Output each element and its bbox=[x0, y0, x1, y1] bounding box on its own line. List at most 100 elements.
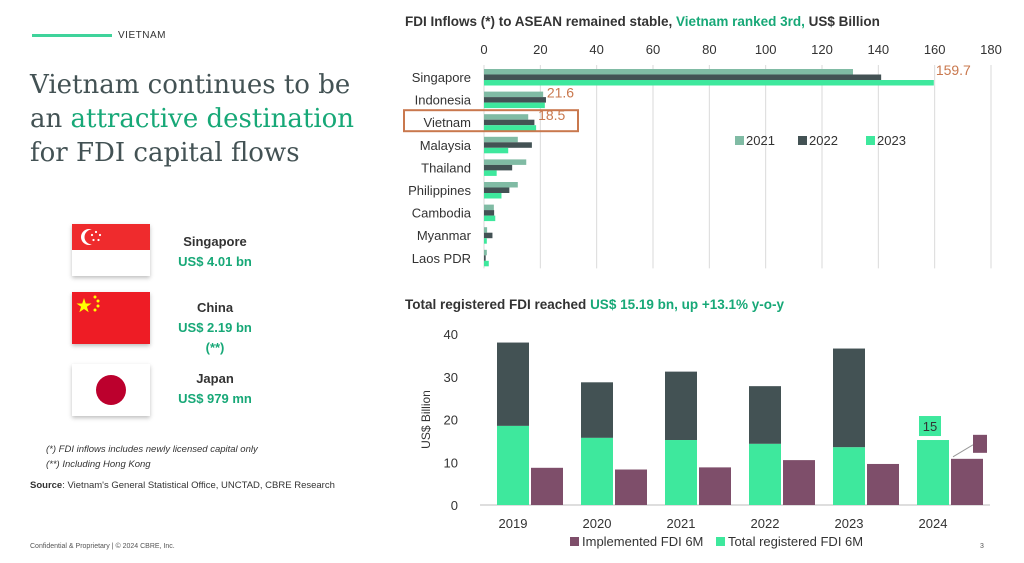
footnote-1: (*) FDI inflows includes newly licensed … bbox=[46, 444, 258, 455]
bar-implemented bbox=[615, 469, 647, 505]
legend-swatch bbox=[735, 136, 744, 145]
bar-total-remainder bbox=[665, 371, 697, 441]
bar-total-registered bbox=[581, 437, 613, 505]
bar-2023 bbox=[484, 260, 489, 267]
source-note: Source: Vietnam's General Statistical Of… bbox=[30, 480, 335, 491]
bar-2022 bbox=[484, 164, 513, 171]
data-label-box bbox=[919, 416, 941, 437]
vietnam-highlight-box bbox=[403, 109, 579, 133]
bar-implemented bbox=[951, 458, 983, 505]
legend-swatch bbox=[798, 136, 807, 145]
bar-2021 bbox=[484, 91, 544, 98]
bar-2022 bbox=[484, 97, 546, 103]
page-headline: Vietnam continues to be an attractive de… bbox=[30, 68, 370, 170]
legend-swatch bbox=[570, 537, 579, 546]
y-tick-label: Thailand bbox=[421, 160, 471, 175]
y-tick-label: Vietnam bbox=[424, 115, 471, 130]
y-tick-label: 10 bbox=[444, 455, 458, 470]
legend-swatch bbox=[716, 537, 725, 546]
bar-2022 bbox=[484, 119, 535, 126]
x-tick-label: 2020 bbox=[583, 516, 612, 531]
bar-2023 bbox=[484, 80, 934, 86]
data-label: 21.6 bbox=[547, 85, 574, 101]
data-label: 159.7 bbox=[936, 62, 971, 78]
x-tick-label: 180 bbox=[980, 42, 1002, 57]
headline-part1: Vietnam continues to be an bbox=[30, 70, 351, 134]
bar-total-remainder bbox=[497, 342, 529, 426]
y-tick-label: Malaysia bbox=[420, 138, 472, 153]
bar-2021 bbox=[484, 182, 518, 188]
country-name: Japan bbox=[196, 371, 234, 386]
source-label: Source bbox=[30, 480, 63, 491]
callout-leader bbox=[952, 444, 974, 458]
y-tick-label: Cambodia bbox=[412, 206, 472, 221]
legend-label: Total registered FDI 6M bbox=[728, 534, 863, 549]
country-value: US$ 4.01 bn bbox=[178, 254, 252, 269]
source-text: : Vietnam's General Statistical Office, … bbox=[62, 480, 335, 491]
country-singapore: Singapore US$ 4.01 bn bbox=[150, 232, 280, 272]
bar-implemented bbox=[699, 467, 731, 505]
bar-2023 bbox=[484, 238, 487, 244]
bar-total-registered bbox=[497, 425, 529, 505]
x-tick-label: 2023 bbox=[835, 516, 864, 531]
bar-2023 bbox=[484, 193, 502, 199]
x-tick-label: 20 bbox=[533, 42, 547, 57]
bar-2022 bbox=[484, 255, 486, 261]
bar-2023 bbox=[484, 125, 537, 131]
y-tick-label: Myanmar bbox=[417, 228, 472, 243]
bar-implemented bbox=[867, 463, 899, 505]
bar-2021 bbox=[484, 69, 853, 75]
y-tick-label: 40 bbox=[444, 327, 458, 342]
bar-total-registered bbox=[665, 440, 697, 505]
bar-total-registered bbox=[917, 440, 949, 505]
bar-2023 bbox=[484, 170, 497, 176]
bar-2021 bbox=[484, 204, 494, 211]
y-tick-label: 20 bbox=[444, 413, 458, 428]
bar-2021 bbox=[484, 114, 529, 120]
asean-fdi-inflows-chart: 0 20 40 60 80 100 120 140 160 180 Singapore Indones… bbox=[403, 42, 1002, 269]
x-tick-label: 60 bbox=[646, 42, 660, 57]
country-value: US$ 979 mn bbox=[178, 391, 252, 406]
bar-total-remainder bbox=[749, 386, 781, 444]
section-kicker: VIETNAM bbox=[118, 30, 166, 41]
y-tick-label: Singapore bbox=[412, 70, 471, 85]
chart2-title-part1: Total registered FDI reached bbox=[405, 297, 591, 312]
bar-2022 bbox=[484, 232, 493, 239]
headline-highlight: attractive destination bbox=[70, 104, 355, 134]
singapore-flag-icon bbox=[72, 224, 150, 276]
data-label: 15 bbox=[923, 419, 937, 434]
chart1-title-part2: US$ Billion bbox=[804, 14, 880, 29]
country-china: China US$ 2.19 bn (**) bbox=[150, 298, 280, 358]
x-tick-label: 2019 bbox=[499, 516, 528, 531]
bar-2021 bbox=[484, 227, 488, 233]
country-note: (**) bbox=[205, 340, 225, 355]
y-tick-label: Indonesia bbox=[415, 93, 472, 108]
country-value: US$ 2.19 bn bbox=[178, 320, 252, 335]
page-number: 3 bbox=[980, 543, 984, 550]
x-tick-label: 160 bbox=[924, 42, 946, 57]
bar-total-remainder bbox=[833, 348, 865, 448]
bar-2021 bbox=[484, 159, 527, 165]
x-tick-label: 80 bbox=[702, 42, 716, 57]
legend-swatch bbox=[866, 136, 875, 145]
bar-2023 bbox=[484, 215, 496, 222]
bar-2022 bbox=[484, 74, 882, 80]
x-tick-label: 2024 bbox=[919, 516, 948, 531]
bar-2022 bbox=[484, 142, 532, 148]
bar-2021 bbox=[484, 136, 518, 143]
registered-fdi-chart: 0 10 20 30 40 US$ Billion 2019 2020 2021 2022 2023… bbox=[419, 327, 990, 549]
x-tick-label: 100 bbox=[755, 42, 777, 57]
bar-2022 bbox=[484, 187, 510, 193]
bar-2021 bbox=[484, 249, 487, 256]
y-tick-label: 30 bbox=[444, 370, 458, 385]
bar-2023 bbox=[484, 147, 509, 154]
bar-total-remainder bbox=[581, 382, 613, 438]
japan-flag-icon bbox=[72, 364, 150, 416]
legend-label: 2021 bbox=[746, 133, 775, 148]
country-japan: Japan US$ 979 mn bbox=[150, 369, 280, 409]
china-flag-icon bbox=[72, 292, 150, 344]
x-tick-label: 2022 bbox=[751, 516, 780, 531]
x-tick-label: 0 bbox=[480, 42, 487, 57]
y-tick-label: 0 bbox=[451, 498, 458, 513]
footnote-2: (**) Including Hong Kong bbox=[46, 459, 151, 470]
